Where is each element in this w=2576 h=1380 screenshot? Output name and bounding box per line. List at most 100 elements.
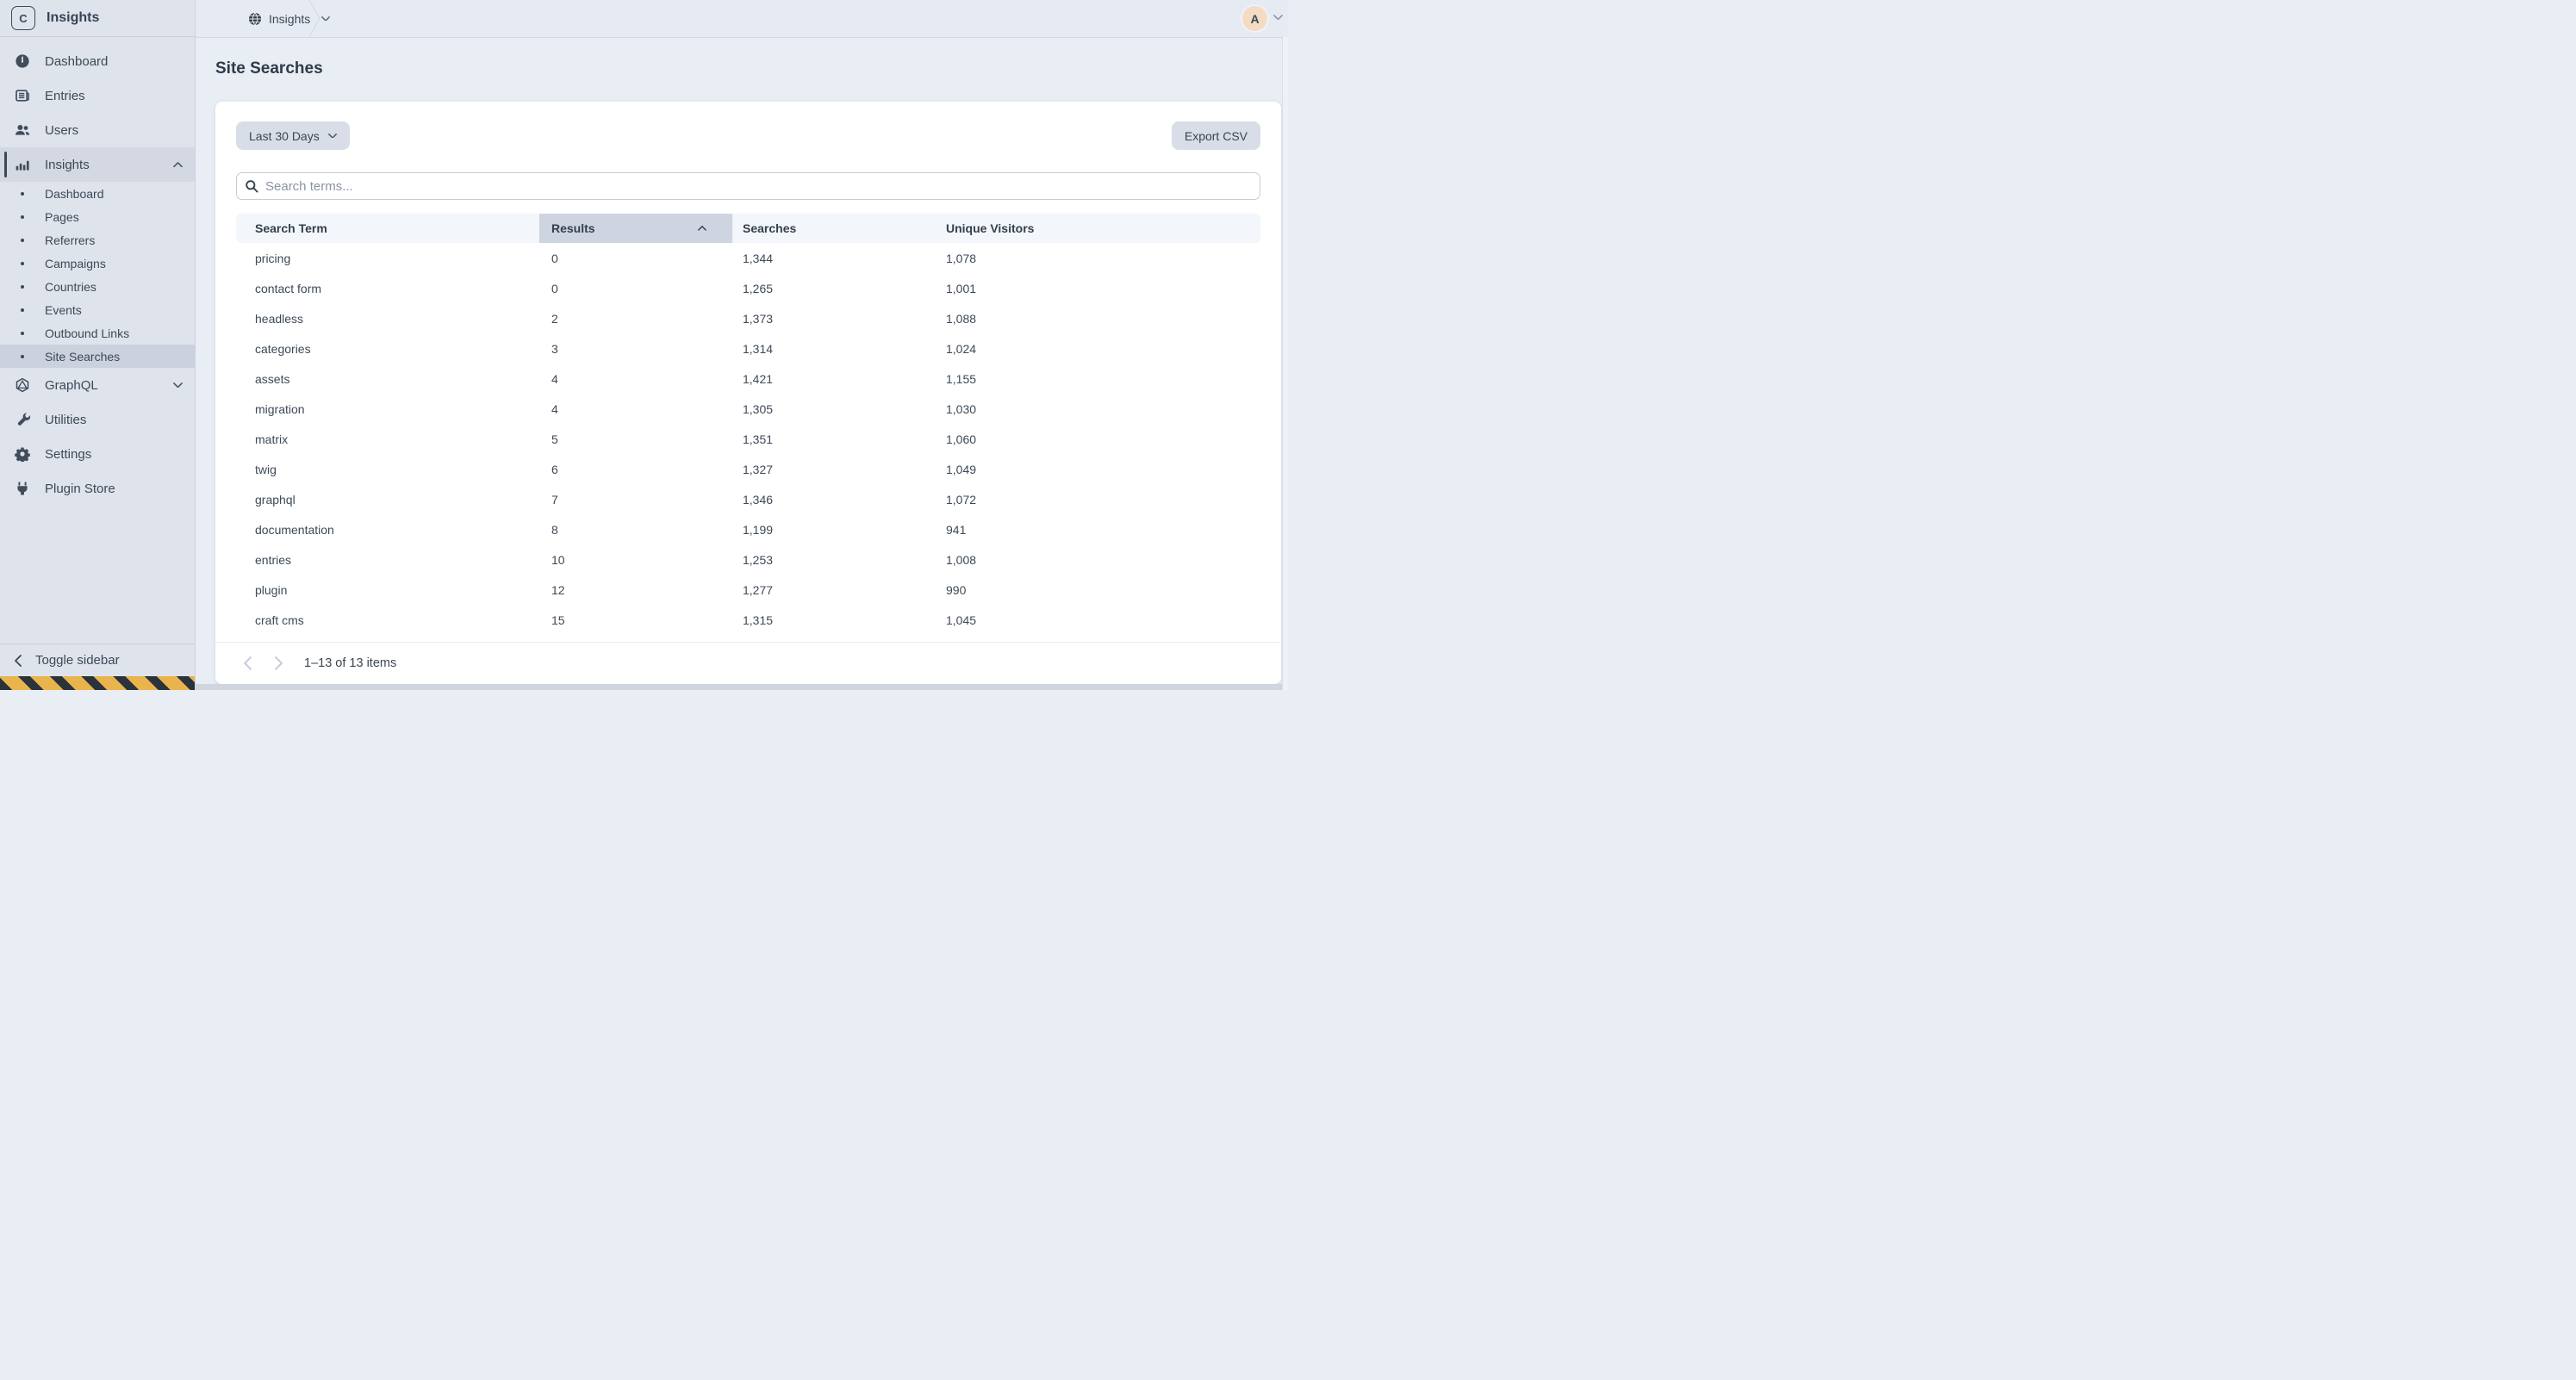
bullet-icon xyxy=(21,191,24,196)
sidebar-item-insights[interactable]: Insights xyxy=(0,147,195,182)
active-indicator xyxy=(4,152,7,177)
bar-chart-icon xyxy=(15,157,30,172)
cell-term: categories xyxy=(255,341,311,356)
sidebar-subitem-campaigns[interactable]: Campaigns xyxy=(0,252,195,275)
sidebar-item-label: GraphQL xyxy=(45,377,98,393)
breadcrumb[interactable]: Insights xyxy=(248,0,331,37)
cell-searches: 1,421 xyxy=(743,371,774,386)
scrollbar-track[interactable] xyxy=(1282,37,1288,690)
table-row[interactable]: pricing 0 1,344 1,078 xyxy=(236,243,1260,273)
cell-term: entries xyxy=(255,552,292,567)
app-title: Insights xyxy=(47,10,100,25)
sidebar-item-dashboard[interactable]: Dashboard xyxy=(0,44,195,78)
column-label: Unique Visitors xyxy=(946,221,1035,235)
sidebar-item-utilities[interactable]: Utilities xyxy=(0,402,195,437)
entries-icon xyxy=(15,88,30,103)
chevron-left-icon[interactable] xyxy=(244,656,252,670)
cell-unique_visitors: 1,060 xyxy=(946,432,977,446)
chevron-right-icon[interactable] xyxy=(275,656,283,670)
table-row[interactable]: assets 4 1,421 1,155 xyxy=(236,364,1260,394)
chevron-down-icon xyxy=(327,133,337,139)
dev-mode-stripes xyxy=(0,676,195,690)
chevron-down-icon xyxy=(321,16,331,22)
cell-term: plugin xyxy=(255,582,288,597)
cell-results: 3 xyxy=(551,341,558,356)
cell-results: 6 xyxy=(551,462,558,476)
sidebar-item-label: Plugin Store xyxy=(45,481,115,496)
table-row[interactable]: entries 10 1,253 1,008 xyxy=(236,544,1260,575)
column-header-unique-visitors[interactable]: Unique Visitors xyxy=(946,214,1260,243)
craft-logo[interactable]: C xyxy=(11,6,35,30)
cell-searches: 1,199 xyxy=(743,522,774,537)
panel-toolbar: Last 30 Days Export CSV xyxy=(236,121,1260,150)
cell-unique_visitors: 1,088 xyxy=(946,311,977,326)
table-row[interactable]: migration 4 1,305 1,030 xyxy=(236,394,1260,424)
cell-results: 15 xyxy=(551,612,565,627)
cell-results: 0 xyxy=(551,251,558,265)
cell-results: 10 xyxy=(551,552,565,567)
bullet-icon xyxy=(21,284,24,289)
site-searches-table: Search Term Results Searches Unique Visitor… xyxy=(236,214,1260,635)
table-header: Search Term Results Searches Unique Visitor… xyxy=(236,214,1260,243)
sidebar-subitem-referrers[interactable]: Referrers xyxy=(0,228,195,252)
sidebar-subitem-countries[interactable]: Countries xyxy=(0,275,195,298)
sidebar-subitem-outbound-links[interactable]: Outbound Links xyxy=(0,321,195,345)
sidebar-subitem-label: Dashboard xyxy=(45,186,104,201)
sidebar-subitem-label: Countries xyxy=(45,279,96,294)
pagination-label: 1–13 of 13 items xyxy=(304,656,397,670)
table-row[interactable]: categories 3 1,314 1,024 xyxy=(236,333,1260,364)
globe-icon xyxy=(248,12,262,26)
column-header-searches[interactable]: Searches xyxy=(732,214,946,243)
sidebar-item-label: Users xyxy=(45,122,79,138)
plug-icon xyxy=(15,481,30,496)
table-row[interactable]: twig 6 1,327 1,049 xyxy=(236,454,1260,484)
bullet-icon xyxy=(21,331,24,335)
column-label: Results xyxy=(551,221,595,235)
table-row[interactable]: plugin 12 1,277 990 xyxy=(236,575,1260,605)
table-row[interactable]: documentation 8 1,199 941 xyxy=(236,514,1260,544)
wrench-icon xyxy=(15,412,30,427)
content-area: Site Searches Last 30 Days Export CSV Se… xyxy=(196,37,1282,690)
bullet-icon xyxy=(21,308,24,312)
cell-unique_visitors: 1,155 xyxy=(946,371,977,386)
column-header-results[interactable]: Results xyxy=(539,214,732,243)
sidebar-subitem-label: Outbound Links xyxy=(45,326,130,340)
sidebar-item-graphql[interactable]: GraphQL xyxy=(0,368,195,402)
sidebar-subitem-pages[interactable]: Pages xyxy=(0,205,195,228)
table-row[interactable]: graphql 7 1,346 1,072 xyxy=(236,484,1260,514)
column-label: Searches xyxy=(743,221,797,235)
table-row[interactable]: matrix 5 1,351 1,060 xyxy=(236,424,1260,454)
sidebar-subitem-dashboard[interactable]: Dashboard xyxy=(0,182,195,205)
sidebar-subitem-site-searches[interactable]: Site Searches xyxy=(0,345,195,368)
cell-searches: 1,351 xyxy=(743,432,774,446)
cell-results: 2 xyxy=(551,311,558,326)
cell-unique_visitors: 1,024 xyxy=(946,341,977,356)
table-row[interactable]: craft cms 15 1,315 1,045 xyxy=(236,605,1260,635)
bullet-icon xyxy=(21,214,24,219)
sidebar-item-settings[interactable]: Settings xyxy=(0,437,195,471)
column-header-search-term[interactable]: Search Term xyxy=(236,214,539,243)
toggle-sidebar-label: Toggle sidebar xyxy=(35,653,120,668)
cell-searches: 1,315 xyxy=(743,612,774,627)
search-icon xyxy=(245,179,258,193)
cell-searches: 1,265 xyxy=(743,281,774,295)
toggle-sidebar-button[interactable]: Toggle sidebar xyxy=(0,643,195,676)
sidebar-item-entries[interactable]: Entries xyxy=(0,78,195,113)
cell-term: twig xyxy=(255,462,277,476)
table-row[interactable]: contact form 0 1,265 1,001 xyxy=(236,273,1260,303)
gauge-icon xyxy=(15,53,30,69)
export-csv-button[interactable]: Export CSV xyxy=(1171,121,1260,150)
avatar[interactable]: A xyxy=(1242,6,1267,31)
cell-unique_visitors: 1,030 xyxy=(946,401,977,416)
sidebar-subitem-label: Events xyxy=(45,302,82,317)
table-row[interactable]: headless 2 1,373 1,088 xyxy=(236,303,1260,333)
sidebar-item-plugin-store[interactable]: Plugin Store xyxy=(0,471,195,506)
date-range-button[interactable]: Last 30 Days xyxy=(236,121,350,150)
cell-unique_visitors: 990 xyxy=(946,582,967,597)
search-input[interactable] xyxy=(236,172,1260,200)
cell-unique_visitors: 1,045 xyxy=(946,612,977,627)
chevron-down-icon[interactable] xyxy=(1273,15,1283,21)
sidebar-nav: Dashboard Entries Users Insights Dashboard Pa… xyxy=(0,37,195,643)
sidebar-item-users[interactable]: Users xyxy=(0,113,195,147)
sidebar-subitem-events[interactable]: Events xyxy=(0,298,195,321)
